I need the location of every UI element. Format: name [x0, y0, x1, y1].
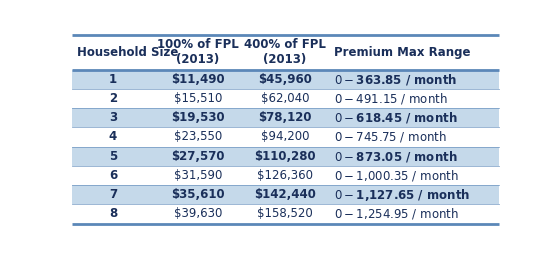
Text: $39,630: $39,630 — [174, 207, 222, 220]
Text: 400% of FPL
(2013): 400% of FPL (2013) — [244, 38, 326, 66]
Text: 8: 8 — [109, 207, 117, 220]
Text: 3: 3 — [109, 111, 117, 124]
Text: $0 - $1,000.35 / month: $0 - $1,000.35 / month — [334, 168, 458, 183]
Text: $142,440: $142,440 — [254, 188, 316, 201]
Text: 6: 6 — [109, 169, 117, 182]
Text: 2: 2 — [109, 92, 117, 105]
Bar — [72, 89, 498, 108]
Text: $62,040: $62,040 — [261, 92, 309, 105]
Text: Premium Max Range: Premium Max Range — [334, 46, 470, 59]
Text: $110,280: $110,280 — [254, 150, 316, 163]
Text: $0 - $618.45 / month: $0 - $618.45 / month — [334, 110, 457, 125]
Text: $35,610: $35,610 — [171, 188, 225, 201]
Text: $45,960: $45,960 — [258, 73, 312, 86]
Text: $11,490: $11,490 — [171, 73, 225, 86]
Text: Household Size: Household Size — [77, 46, 178, 59]
Text: $19,530: $19,530 — [171, 111, 225, 124]
Bar — [72, 108, 498, 127]
Text: $15,510: $15,510 — [174, 92, 222, 105]
Text: 4: 4 — [109, 130, 117, 143]
Bar — [72, 35, 498, 70]
Text: $0 - $1,254.95 / month: $0 - $1,254.95 / month — [334, 206, 458, 221]
Bar — [72, 127, 498, 146]
Bar — [72, 146, 498, 166]
Bar — [72, 204, 498, 223]
Text: $94,200: $94,200 — [261, 130, 309, 143]
Bar — [72, 70, 498, 89]
Text: $0 - $363.85 / month: $0 - $363.85 / month — [334, 72, 457, 87]
Text: $126,360: $126,360 — [257, 169, 313, 182]
Text: 7: 7 — [109, 188, 117, 201]
Text: 100% of FPL
(2013): 100% of FPL (2013) — [157, 38, 239, 66]
Text: $0 - $1,127.65 / month: $0 - $1,127.65 / month — [334, 187, 470, 203]
Text: $0 - $745.75 / month: $0 - $745.75 / month — [334, 129, 447, 144]
Text: $23,550: $23,550 — [174, 130, 222, 143]
Text: $0 - $873.05 / month: $0 - $873.05 / month — [334, 149, 457, 164]
Text: $158,520: $158,520 — [257, 207, 313, 220]
Text: 1: 1 — [109, 73, 117, 86]
Bar — [72, 185, 498, 204]
Text: $0 - $491.15 / month: $0 - $491.15 / month — [334, 91, 447, 106]
Text: $31,590: $31,590 — [174, 169, 222, 182]
Text: $27,570: $27,570 — [171, 150, 225, 163]
Text: $78,120: $78,120 — [258, 111, 312, 124]
Text: 5: 5 — [109, 150, 117, 163]
Bar — [72, 166, 498, 185]
